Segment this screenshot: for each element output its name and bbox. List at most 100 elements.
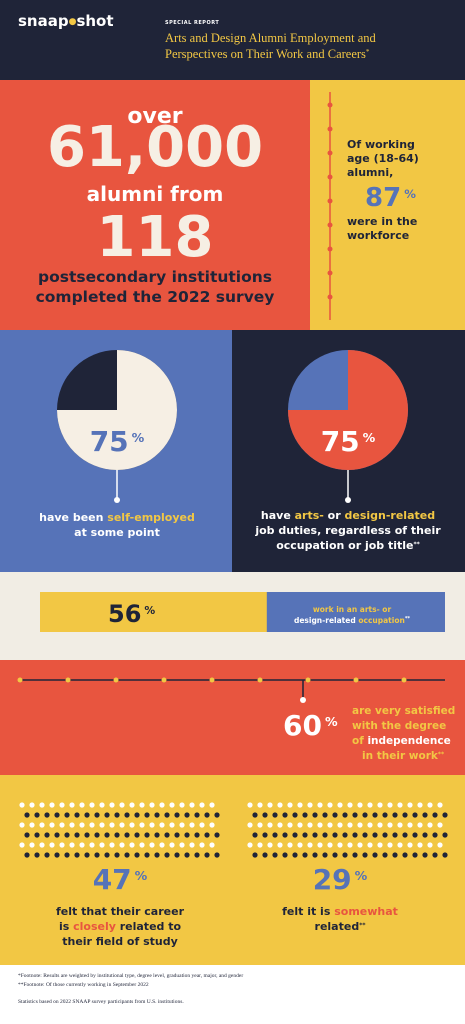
timeline-dot (327, 174, 333, 180)
dot (372, 812, 378, 818)
dot (164, 812, 170, 818)
dot (442, 832, 448, 838)
intro-text: over (127, 104, 183, 129)
caption-highlight: self-employed (107, 511, 195, 524)
dot (114, 832, 120, 838)
number: 60 (283, 709, 322, 742)
dot (29, 822, 35, 828)
percent-sign: % (324, 714, 338, 730)
dot (332, 832, 338, 838)
dot (79, 802, 85, 808)
dot (49, 822, 55, 828)
dot (317, 802, 323, 808)
dot (99, 822, 105, 828)
footer (0, 965, 465, 1024)
dot (84, 832, 90, 838)
timeline-dot (327, 150, 333, 156)
connector-dot (300, 697, 306, 703)
dot (59, 822, 65, 828)
dot (214, 812, 220, 818)
dot (129, 842, 135, 848)
dot (322, 812, 328, 818)
dot (159, 822, 165, 828)
stat-value: 60% (283, 712, 338, 740)
dot (432, 812, 438, 818)
bar (40, 592, 267, 632)
dot (337, 822, 343, 828)
dot (169, 822, 175, 828)
dot (312, 852, 318, 858)
pie-slice (57, 350, 177, 470)
connector-dot (114, 497, 120, 503)
dot (417, 802, 423, 808)
dot (69, 842, 75, 848)
dot (372, 832, 378, 838)
dot (189, 842, 195, 848)
dot (357, 802, 363, 808)
dot (44, 812, 50, 818)
dot (154, 832, 160, 838)
dot (149, 822, 155, 828)
dot (262, 812, 268, 818)
dot (99, 802, 105, 808)
caption-text: have been (39, 511, 108, 524)
timeline-dot (327, 102, 333, 108)
dot (317, 822, 323, 828)
dot (204, 852, 210, 858)
dot (29, 802, 35, 808)
dot (44, 832, 50, 838)
dot (327, 802, 333, 808)
caption: felt it is somewhat (282, 906, 398, 917)
dot (19, 822, 25, 828)
dot (357, 822, 363, 828)
timeline-dot (113, 677, 119, 683)
dot (342, 852, 348, 858)
stat-text: workforce (347, 229, 410, 242)
dot (59, 802, 65, 808)
dot (24, 832, 30, 838)
dot (109, 842, 115, 848)
caption: have arts- or design-related (261, 510, 435, 521)
dot (272, 832, 278, 838)
footnote-mark: ** (404, 616, 411, 622)
dot (49, 802, 55, 808)
career-panel (0, 775, 465, 965)
dot (362, 852, 368, 858)
caption: with the degree (352, 721, 446, 732)
dot (159, 802, 165, 808)
dot (184, 812, 190, 818)
intro-text: completed the 2022 survey (35, 288, 275, 306)
dot (247, 842, 253, 848)
dot (89, 842, 95, 848)
dot (307, 822, 313, 828)
dot (367, 842, 373, 848)
brand-dot: ● (68, 17, 77, 27)
dot (34, 852, 40, 858)
caption-highlight: arts- (294, 509, 324, 522)
dot (89, 822, 95, 828)
dot (302, 812, 308, 818)
caption-text: independence (367, 735, 451, 747)
dot (352, 852, 358, 858)
dot (347, 822, 353, 828)
dot (427, 822, 433, 828)
caption: work in an arts- or (313, 606, 391, 614)
timeline-dot (401, 677, 407, 683)
caption: in their work** (362, 751, 444, 762)
dot (257, 842, 263, 848)
caption-text: occupation or job title (276, 539, 414, 552)
dot (267, 842, 273, 848)
footnote-mark: ** (437, 751, 445, 758)
dot (104, 852, 110, 858)
dot (282, 852, 288, 858)
dot (179, 822, 185, 828)
satisfaction-panel (0, 660, 465, 775)
dot (54, 832, 60, 838)
caption: at some point (74, 526, 160, 539)
timeline-dot (65, 677, 71, 683)
dot (302, 852, 308, 858)
dot (392, 832, 398, 838)
dot (209, 822, 215, 828)
dot (64, 832, 70, 838)
